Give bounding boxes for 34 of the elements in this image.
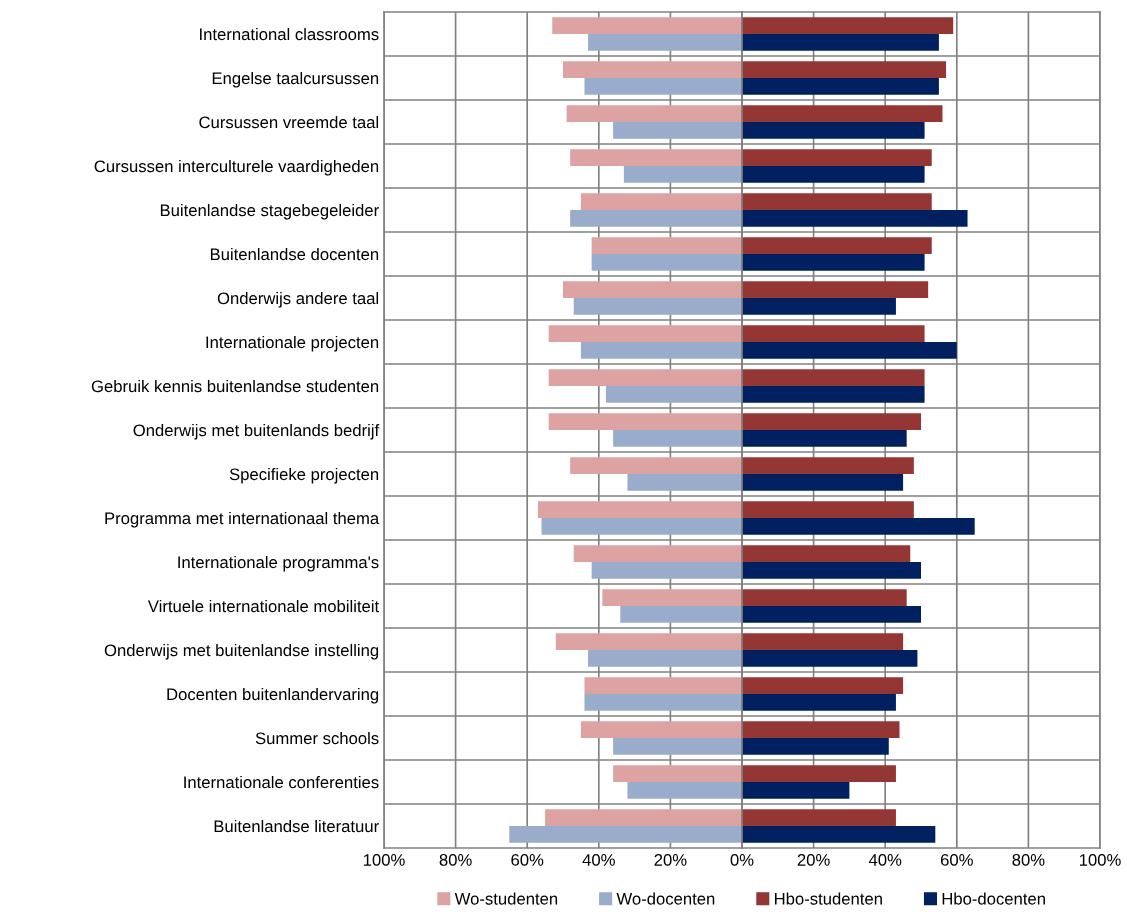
y-tick-label: Cursussen interculturele vaardigheden — [94, 159, 379, 176]
legend-label: Hbo-docenten — [942, 892, 1045, 905]
x-tick-label: 80% — [1012, 854, 1045, 866]
x-tick-label: 20% — [654, 854, 687, 866]
y-tick-label: Gebruik kennis buitenlandse studenten — [91, 379, 379, 393]
y-tick-label: Onderwijs met buitenlands bedrijf — [133, 423, 380, 440]
x-tick-label: 100% — [1079, 854, 1121, 866]
y-tick-label: Internationale programma's — [178, 555, 379, 572]
y-tick-label: Virtuele internationale mobiliteit — [147, 599, 380, 613]
y-tick-label: Cursussen vreemde taal — [199, 115, 379, 129]
y-tick-label: Specifieke projecten — [229, 467, 379, 484]
x-tick-label: 40% — [868, 854, 902, 866]
x-tick-label: 40% — [582, 854, 615, 866]
legend-label: Wo-docenten — [616, 892, 715, 905]
legend-label: Hbo-studenten — [775, 892, 882, 905]
y-tick-label: Internationale conferenties — [184, 775, 379, 789]
y-tick-label: Programma met internationaal thema — [105, 511, 380, 528]
x-tick-label: 60% — [940, 854, 973, 866]
y-tick-label: Summer schools — [255, 731, 379, 745]
y-tick-label: Docenten buitenlandervaring — [167, 687, 379, 704]
y-tick-label: Buitenlandse literatuur — [214, 819, 379, 833]
y-tick-label: International classrooms — [200, 27, 379, 41]
x-tick-label: 0% — [730, 854, 754, 866]
x-tick-label: 60% — [511, 854, 544, 866]
y-tick-label: Internationale projecten — [206, 335, 379, 352]
legend-label: Wo-studenten — [454, 892, 558, 905]
y-tick-label: Onderwijs andere taal — [217, 291, 379, 308]
y-tick-label: Buitenlandse docenten — [210, 247, 379, 261]
y-tick-label: Engelse taalcursussen — [212, 71, 379, 88]
x-tick-label: 20% — [797, 854, 830, 866]
y-tick-label: Onderwijs met buitenlandse instelling — [104, 643, 379, 660]
x-tick-label: 100% — [363, 854, 405, 866]
x-tick-label: 80% — [439, 854, 472, 866]
y-tick-label: Buitenlandse stagebegeleider — [160, 203, 379, 220]
